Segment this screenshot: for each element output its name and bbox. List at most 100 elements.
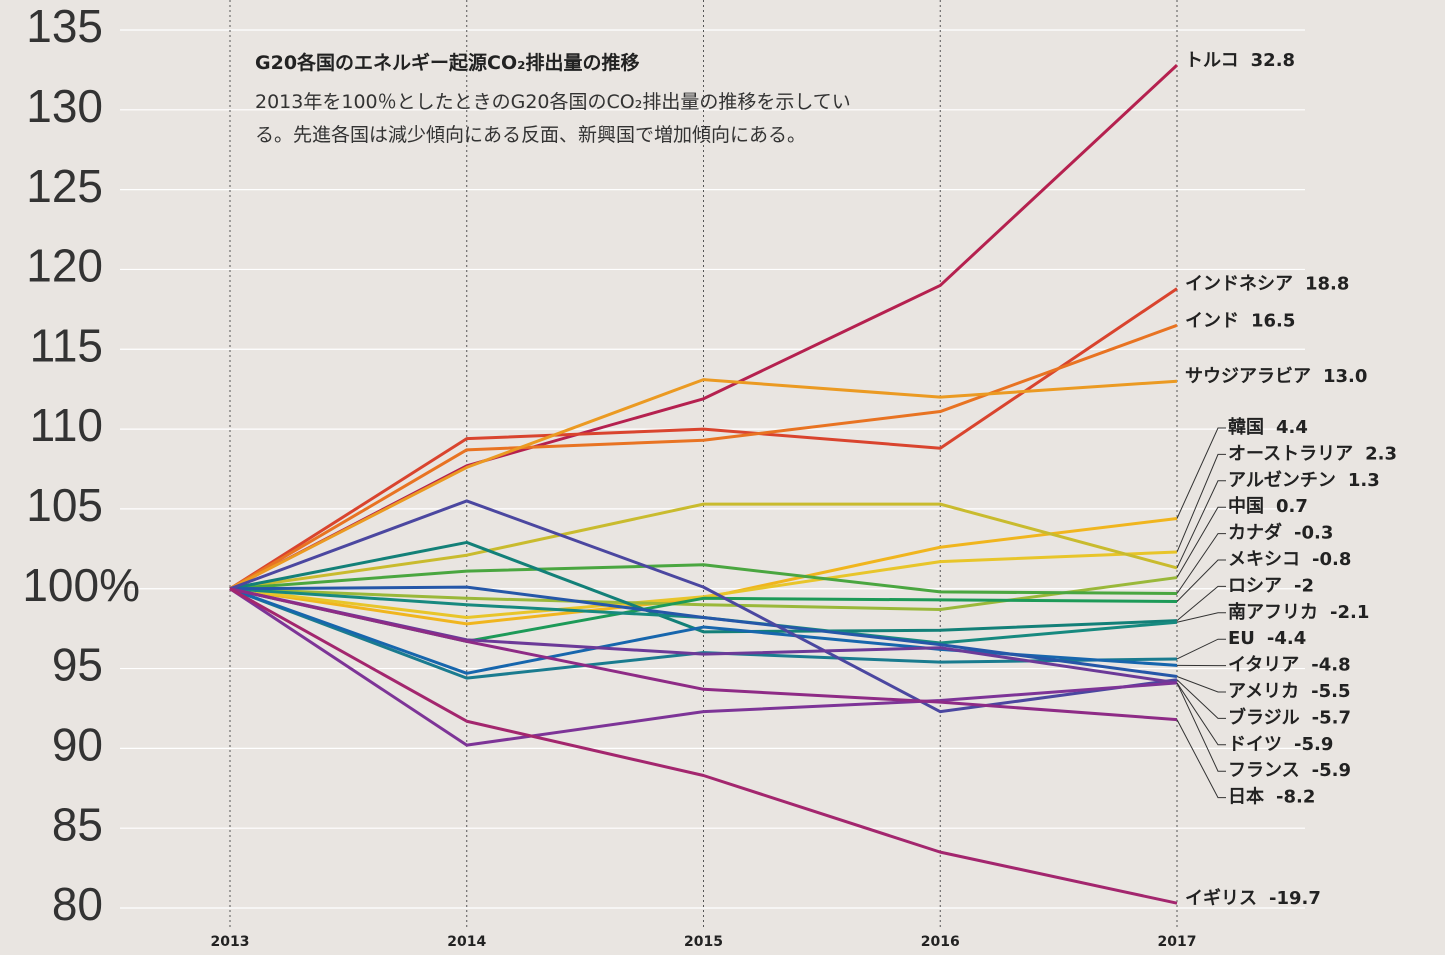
series-line <box>229 287 1178 590</box>
series-change: -5.9 <box>1312 760 1351 781</box>
series-label: ロシア -2 <box>1228 575 1314 596</box>
y-tick-label: 125 <box>26 160 103 212</box>
y-tick-label: 105 <box>26 479 103 531</box>
series-change: -2.1 <box>1330 602 1369 623</box>
series-change: -4.4 <box>1267 628 1306 649</box>
leader-line <box>1176 612 1226 623</box>
series-label: 中国 0.7 <box>1228 495 1308 517</box>
series-line <box>229 585 1178 679</box>
series-line <box>229 502 1178 591</box>
series-change: -2 <box>1294 575 1314 596</box>
leader-line <box>1176 427 1226 519</box>
series-label: カナダ -0.3 <box>1228 522 1333 544</box>
series-change: 16.5 <box>1251 310 1295 331</box>
series-line <box>229 540 1178 634</box>
x-tick-label: 2015 <box>684 934 723 950</box>
chart-title: G20各国のエネルギー起源CO₂排出量の推移 <box>255 52 640 74</box>
series-line <box>229 587 1178 680</box>
leader-line <box>1176 559 1226 602</box>
series-name: メキシコ <box>1228 549 1300 570</box>
series-name: フランス <box>1228 760 1300 781</box>
y-tick-label: 95 <box>52 639 103 691</box>
series-change: 18.8 <box>1305 274 1349 295</box>
y-tick-label: 115 <box>30 319 103 371</box>
leader-line <box>1176 719 1226 799</box>
series-label: トルコ 32.8 <box>1185 50 1295 71</box>
x-tick-label: 2013 <box>211 934 250 950</box>
series-change: -5.7 <box>1312 707 1351 728</box>
y-tick-label: 80 <box>52 878 103 930</box>
series-label: サウジアラビア 13.0 <box>1185 366 1367 387</box>
series-line <box>229 550 1178 619</box>
leader-line <box>1176 506 1226 578</box>
series-name: アメリカ <box>1228 681 1299 702</box>
series-change: 13.0 <box>1323 366 1367 387</box>
series-change: 2.3 <box>1365 443 1397 464</box>
series-name: インド <box>1185 310 1239 331</box>
series-line <box>229 587 1178 905</box>
series-change: -5.9 <box>1294 734 1333 755</box>
series-change: -0.8 <box>1312 549 1351 570</box>
x-tick-label: 2016 <box>921 934 960 950</box>
series-name: オーストラリア <box>1228 443 1353 464</box>
y-tick-label: 110 <box>30 399 103 451</box>
series-change: -4.8 <box>1311 655 1350 676</box>
y-tick-label: 90 <box>52 719 103 771</box>
leader-line <box>1176 682 1226 746</box>
series-label: アルゼンチン 1.3 <box>1228 469 1380 491</box>
series-label: オーストラリア 2.3 <box>1228 443 1397 464</box>
series-label: インド 16.5 <box>1185 310 1295 331</box>
y-tick-label: 100% <box>22 559 140 611</box>
series-name: EU <box>1228 628 1255 649</box>
leader-line <box>1176 682 1226 772</box>
leader-line <box>1176 679 1226 719</box>
series-label: ドイツ -5.9 <box>1228 734 1333 755</box>
series-name: 日本 <box>1228 786 1264 808</box>
series-line <box>229 576 1178 611</box>
series-label: インドネシア 18.8 <box>1185 274 1349 295</box>
series-line <box>229 587 1178 747</box>
series-name: トルコ <box>1185 50 1239 71</box>
leader-line <box>1176 638 1226 660</box>
series-line <box>229 323 1178 591</box>
series-change: 32.8 <box>1251 50 1295 71</box>
series-name: イタリア <box>1228 655 1299 676</box>
series-change: 4.4 <box>1276 417 1308 438</box>
series-name: 中国 <box>1228 495 1264 517</box>
series-change: -0.3 <box>1294 523 1333 544</box>
series-name: アルゼンチン <box>1228 469 1336 491</box>
leader-line <box>1176 480 1226 569</box>
series-change: -5.5 <box>1311 681 1350 702</box>
series-change: -8.2 <box>1276 787 1315 808</box>
series-change: -19.7 <box>1269 888 1321 909</box>
leader-line <box>1176 533 1226 594</box>
series-line <box>229 378 1178 591</box>
series-line <box>229 499 1178 714</box>
y-tick-label: 120 <box>26 240 103 292</box>
y-tick-label: 85 <box>52 798 103 850</box>
series-label: イギリス -19.7 <box>1185 888 1321 909</box>
series-label: フランス -5.9 <box>1228 760 1351 781</box>
x-tick-label: 2014 <box>447 934 486 950</box>
y-tick-label: 135 <box>26 0 103 52</box>
series-name: ロシア <box>1228 575 1282 596</box>
series-label: ブラジル -5.7 <box>1228 706 1351 728</box>
series-name: カナダ <box>1228 522 1282 544</box>
series-name: ドイツ <box>1228 734 1282 755</box>
series-label: アメリカ -5.5 <box>1228 681 1350 702</box>
series-name: イギリス <box>1185 888 1257 909</box>
leader-line <box>1176 676 1226 693</box>
series-name: インドネシア <box>1185 274 1293 295</box>
series-label: イタリア -4.8 <box>1228 655 1351 676</box>
series-label: 韓国 4.4 <box>1228 416 1308 438</box>
series-name: サウジアラビア <box>1185 366 1311 387</box>
series-line <box>229 587 1178 722</box>
series-name: 韓国 <box>1228 416 1264 438</box>
x-tick-label: 2017 <box>1158 934 1197 950</box>
series-line <box>229 563 1178 596</box>
y-tick-label: 130 <box>26 80 103 132</box>
series-label: 日本 -8.2 <box>1228 786 1315 808</box>
series-name: 南アフリカ <box>1228 601 1318 623</box>
